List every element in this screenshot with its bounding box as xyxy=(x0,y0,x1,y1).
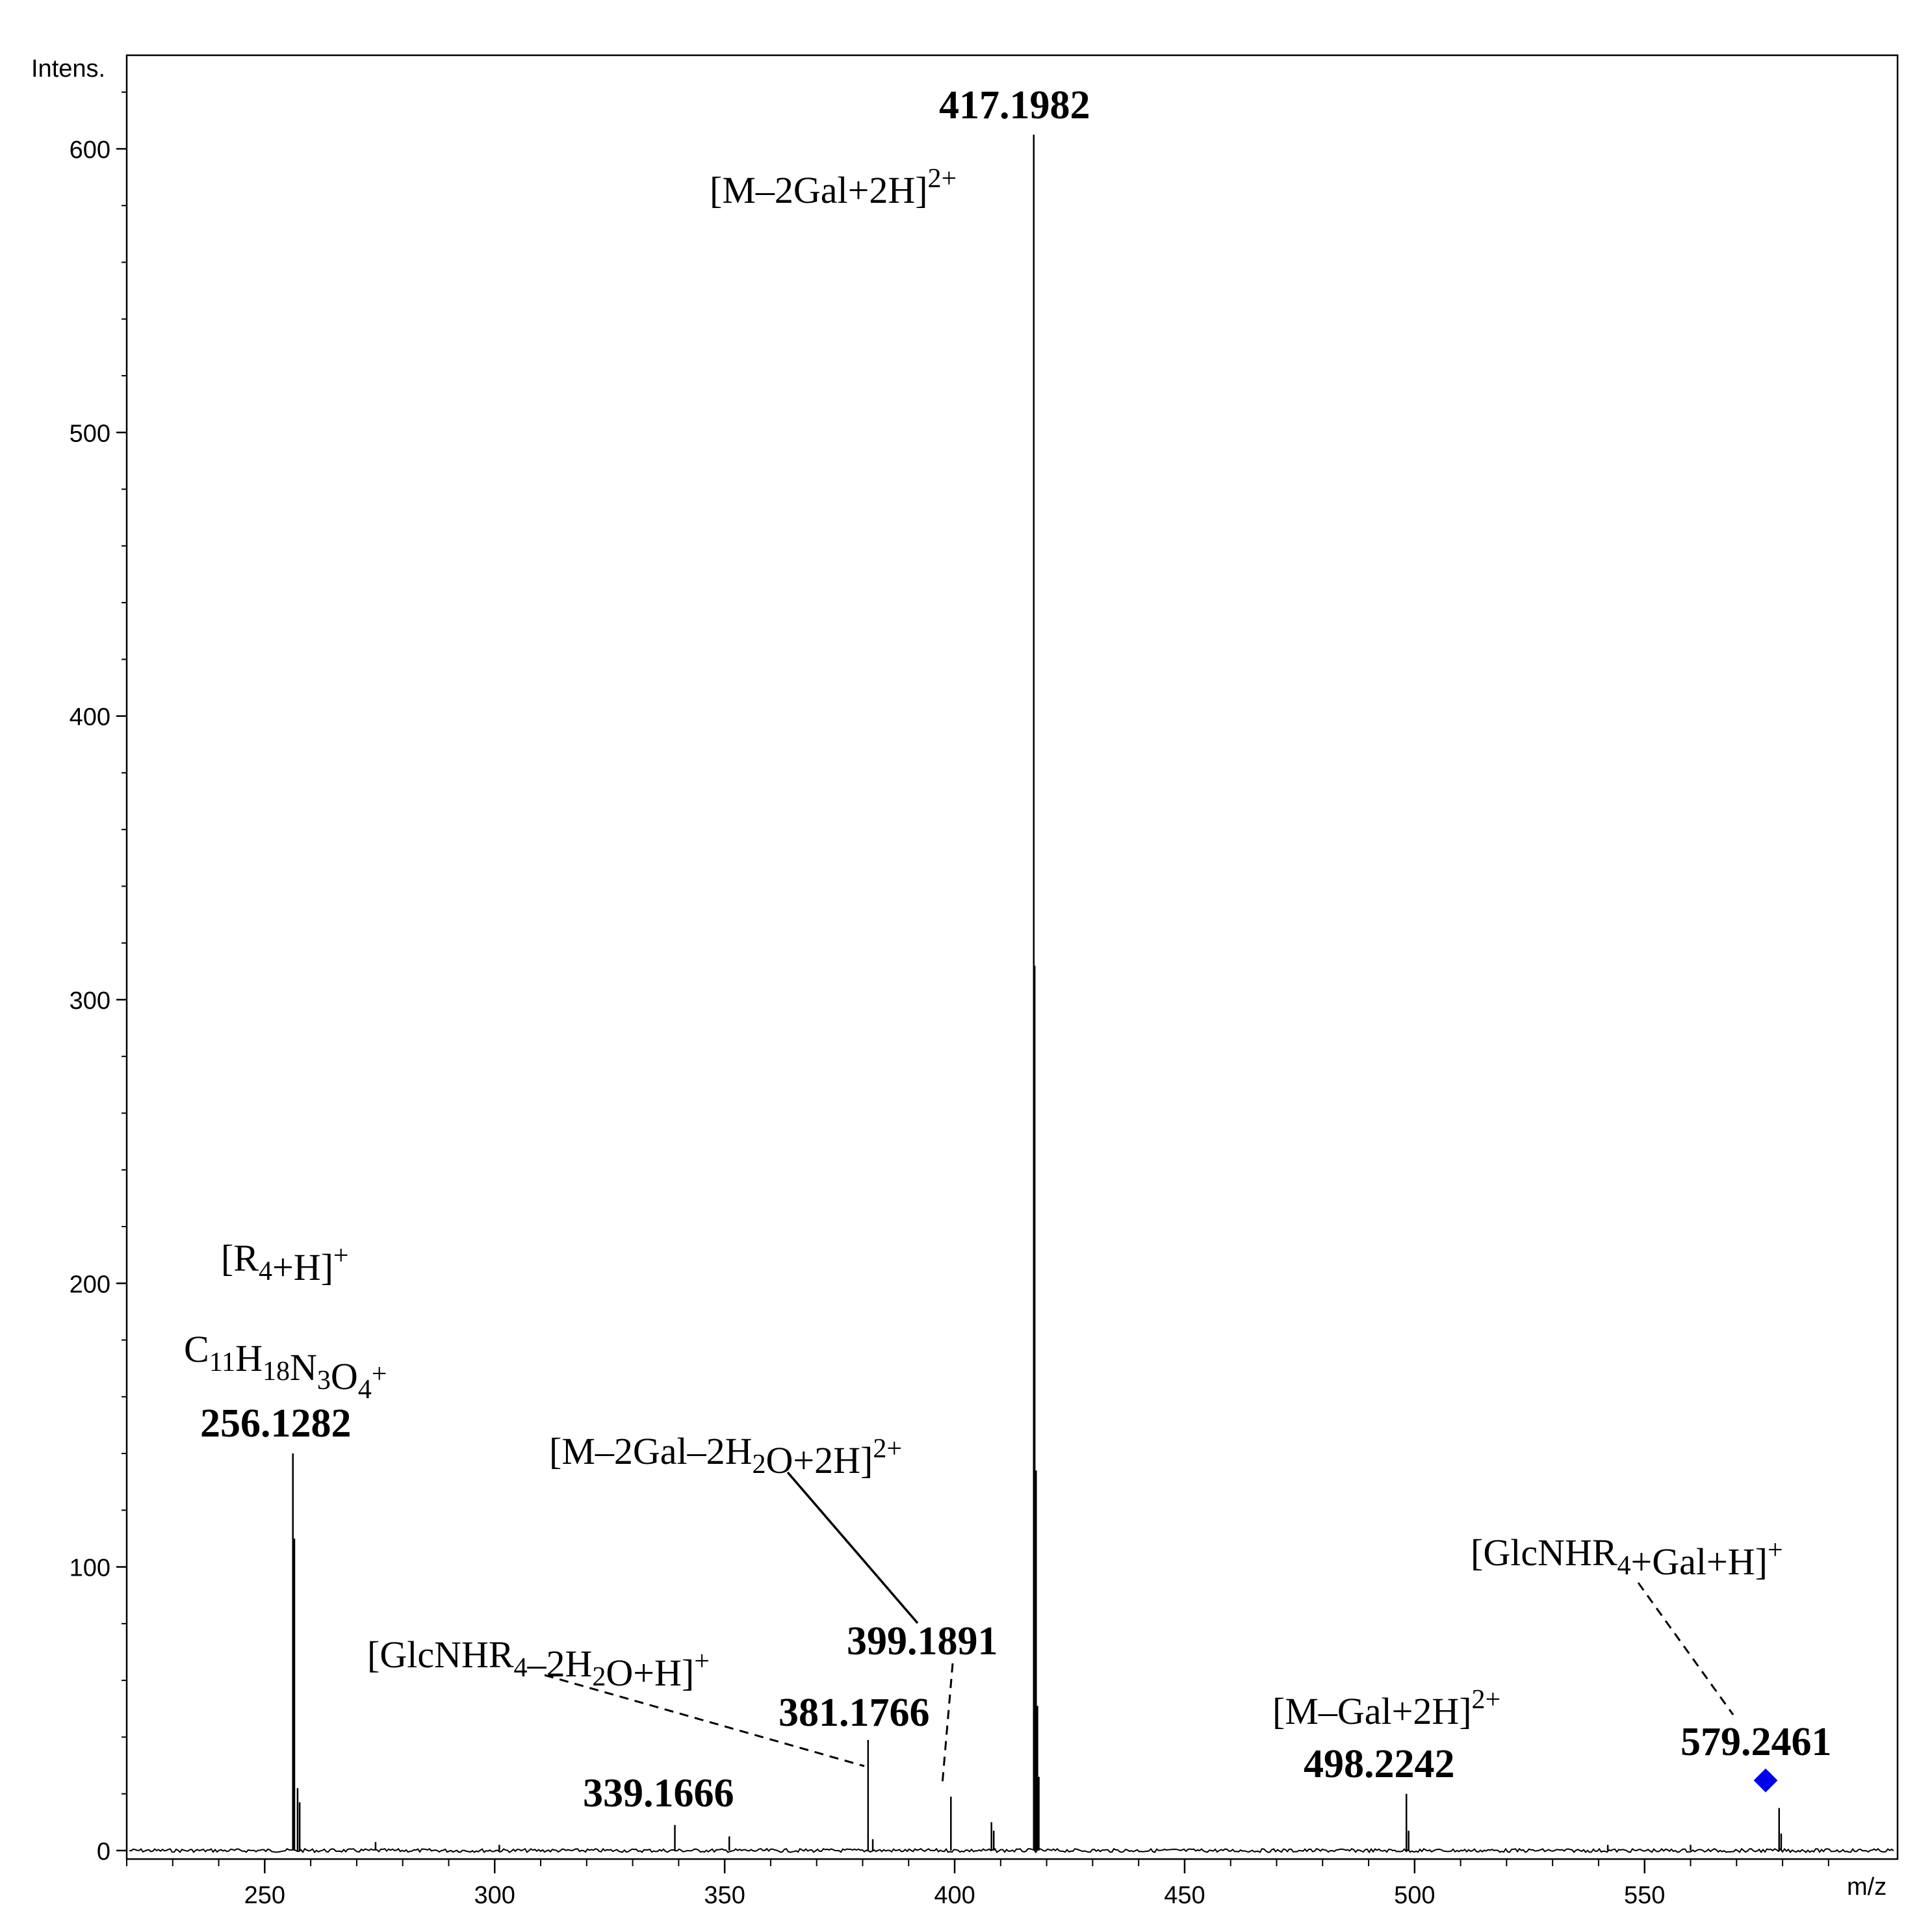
x-tick-label-500: 500 xyxy=(1394,1882,1435,1909)
y-tick-label-500: 500 xyxy=(70,420,110,447)
ion-annotation-formula: C11H18N3O4+ xyxy=(184,1328,387,1405)
axis-ticks: 250 300 350 400 450 500 550 0 100 200 300 400 500 600 xyxy=(70,91,1829,1909)
y-tick-label-400: 400 xyxy=(70,704,110,731)
peak-label-399: 399.1891 xyxy=(847,1619,998,1663)
y-tick-label-200: 200 xyxy=(70,1271,110,1298)
baseline-trace xyxy=(129,1847,1894,1854)
diamond-marker xyxy=(1753,1768,1778,1793)
baseline-noise xyxy=(129,1847,1894,1854)
x-tick-label-450: 450 xyxy=(1164,1882,1205,1909)
plot-frame xyxy=(125,54,1899,1860)
y-tick-label-600: 600 xyxy=(70,137,110,164)
ion-annotation-r4h: [R4+H]+ xyxy=(221,1237,349,1288)
peak-label-579: 579.2461 xyxy=(1681,1720,1832,1764)
y-tick-label-300: 300 xyxy=(70,987,110,1015)
ion-annotation-m-gal: [M–Gal+2H]2+ xyxy=(1272,1685,1501,1732)
peak-label-256: 256.1282 xyxy=(200,1401,352,1446)
x-tick-label-400: 400 xyxy=(934,1882,975,1909)
y-tick-label-0: 0 xyxy=(97,1838,110,1866)
y-axis-label: Intens. xyxy=(31,55,105,83)
spectrum-peaks xyxy=(292,135,1783,1851)
peak-label-339: 339.1666 xyxy=(583,1771,734,1815)
peak-label-498: 498.2242 xyxy=(1304,1742,1455,1786)
ion-annotation-glcnhr4-2h2o: [GlcNHR4–2H2O+H]+ xyxy=(367,1633,710,1694)
x-tick-label-350: 350 xyxy=(704,1882,745,1909)
peak-label-417: 417.1982 xyxy=(939,83,1090,127)
peak-label-381: 381.1766 xyxy=(779,1691,930,1735)
x-axis-label: m/z xyxy=(1847,1873,1887,1901)
connector-381 xyxy=(544,1674,865,1767)
annotation-connectors xyxy=(544,1471,1734,1785)
connector-579 xyxy=(1637,1582,1734,1715)
y-tick-label-100: 100 xyxy=(70,1555,110,1582)
connector-399-dashed xyxy=(941,1663,954,1785)
ion-annotation-glcnhr4-gal: [GlcNHR4+Gal+H]+ xyxy=(1471,1531,1783,1583)
x-tick-label-550: 550 xyxy=(1624,1882,1665,1909)
ion-annotation-m-2gal-2h2o: [M–2Gal–2H2O+2H]2+ xyxy=(549,1430,902,1481)
x-tick-label-250: 250 xyxy=(244,1882,285,1909)
x-tick-label-300: 300 xyxy=(474,1882,515,1909)
connector-399 xyxy=(786,1471,919,1624)
ion-annotation-m-2gal: [M–2Gal+2H]2+ xyxy=(710,164,957,211)
